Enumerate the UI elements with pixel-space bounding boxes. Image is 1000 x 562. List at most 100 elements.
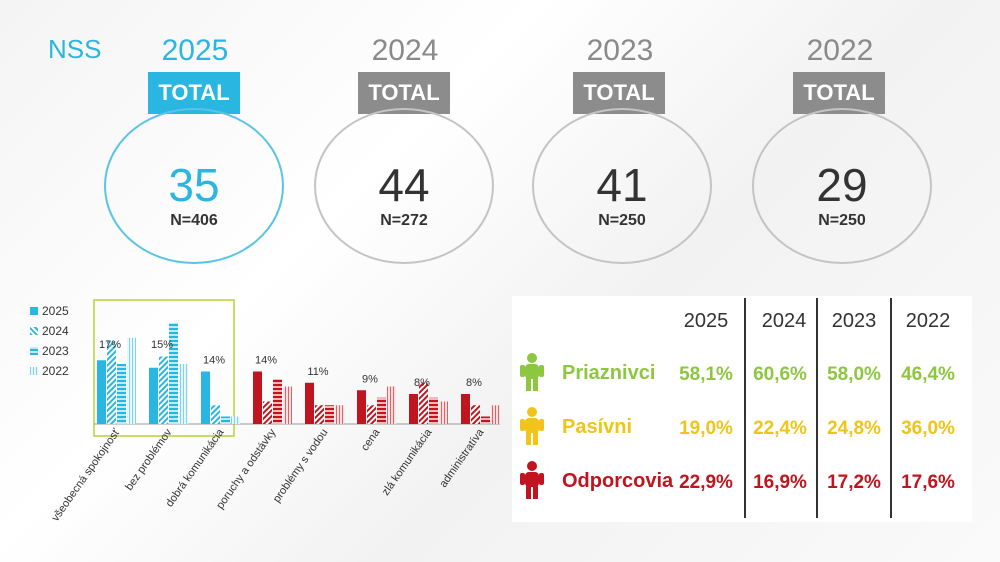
category-label: cena bbox=[359, 426, 383, 453]
sample-size-2024: N=272 bbox=[380, 212, 428, 229]
legend-label-2023: 2023 bbox=[42, 344, 69, 358]
score-circle-2022 bbox=[752, 108, 932, 264]
data-label: 15% bbox=[151, 339, 173, 351]
row-label-detractors: Odporcovia bbox=[562, 470, 674, 492]
table-header-2023: 2023 bbox=[831, 310, 877, 332]
bar-2025-1 bbox=[149, 367, 158, 424]
detractors-2022: 17,6% bbox=[901, 472, 955, 493]
table-divider bbox=[816, 298, 818, 518]
bar-2022-7 bbox=[491, 405, 500, 424]
data-label: 14% bbox=[255, 355, 277, 367]
reasons-chart: 2025 2024 2023 2022 17% všeobecná spokojn… bbox=[0, 296, 510, 558]
table-divider bbox=[890, 298, 892, 518]
bar-2025-0 bbox=[97, 360, 106, 424]
sample-size-2025: N=406 bbox=[170, 212, 218, 229]
legend-swatch-2023 bbox=[30, 347, 38, 355]
bar-2025-6 bbox=[409, 394, 418, 424]
sample-size-2022: N=250 bbox=[818, 212, 866, 229]
legend-2023: 2023 bbox=[30, 344, 69, 358]
data-label: 17% bbox=[99, 339, 121, 351]
bar-2022-3 bbox=[283, 386, 292, 424]
bar-2025-7 bbox=[461, 394, 470, 424]
score-circle-2024 bbox=[314, 108, 494, 264]
bar-2024-6 bbox=[419, 382, 428, 424]
category-label: administratíva bbox=[437, 426, 487, 490]
legend-swatch-2025 bbox=[30, 307, 38, 315]
passives-2024: 22,4% bbox=[753, 418, 807, 439]
category-label: poruchy a odstávky bbox=[214, 426, 278, 511]
passives-2023: 24,8% bbox=[827, 418, 881, 439]
category-label: dobrá komunikácia bbox=[164, 426, 227, 509]
bar-2022-2 bbox=[231, 416, 240, 424]
bar-2024-3 bbox=[263, 401, 272, 424]
year-2022-label: 2022 bbox=[806, 34, 874, 67]
bar-2025-2 bbox=[201, 371, 210, 424]
bar-2024-0 bbox=[107, 341, 116, 424]
data-label: 9% bbox=[362, 373, 378, 385]
category-label: problémy s vodou bbox=[271, 427, 331, 505]
detractors-2023: 17,2% bbox=[827, 472, 881, 493]
year-2025-label: 2025 bbox=[161, 34, 229, 67]
table-header-2025: 2025 bbox=[683, 310, 729, 332]
detractor-person-icon bbox=[520, 461, 544, 499]
nss-score-2025: 35 bbox=[168, 159, 220, 211]
bar-2024-5 bbox=[367, 405, 376, 424]
bar-2023-6 bbox=[429, 397, 438, 424]
score-circle-2023 bbox=[532, 108, 712, 264]
row-label-promoters: Priaznivci bbox=[562, 362, 656, 384]
nss-score-2024: 44 bbox=[378, 159, 430, 211]
nss-score-2022: 29 bbox=[816, 159, 868, 211]
score-circle-2025 bbox=[104, 108, 284, 264]
bar-2025-3 bbox=[253, 371, 262, 424]
bar-2023-4 bbox=[325, 405, 334, 424]
bar-2023-3 bbox=[273, 379, 282, 424]
passives-2022: 36,0% bbox=[901, 418, 955, 439]
bar-2023-5 bbox=[377, 397, 386, 424]
bar-2022-4 bbox=[335, 405, 344, 424]
nps-table: 2025 2024 2023 2022 Priaznivci 58,1% 60,… bbox=[512, 296, 972, 522]
legend-2022: 2022 bbox=[30, 364, 69, 378]
nss-label: NSS bbox=[48, 34, 102, 64]
table-header-2024: 2024 bbox=[761, 310, 807, 332]
detractors-2024: 16,9% bbox=[753, 472, 807, 493]
table-divider bbox=[744, 298, 746, 518]
bar-2023-2 bbox=[221, 416, 230, 424]
passive-person-icon bbox=[520, 407, 544, 445]
data-label: 8% bbox=[414, 377, 430, 389]
year-2023-label: 2023 bbox=[586, 34, 654, 67]
legend-2025: 2025 bbox=[30, 304, 69, 318]
passives-2025: 19,0% bbox=[679, 418, 733, 439]
promoters-2022: 46,4% bbox=[901, 364, 955, 385]
bar-2023-0 bbox=[117, 364, 126, 424]
bar-2022-0 bbox=[127, 337, 136, 424]
table-header-2022: 2022 bbox=[905, 310, 951, 332]
legend-label-2022: 2022 bbox=[42, 364, 69, 378]
legend-2024: 2024 bbox=[30, 324, 69, 338]
bar-2024-4 bbox=[315, 405, 324, 424]
bar-2022-1 bbox=[179, 364, 188, 424]
data-label: 14% bbox=[203, 355, 225, 367]
detractors-2025: 22,9% bbox=[679, 472, 733, 493]
legend-swatch-2022 bbox=[30, 367, 38, 375]
category-label: všeobecná spokojnosť bbox=[50, 426, 123, 524]
data-label: 8% bbox=[466, 377, 482, 389]
total-tag-2024: TOTAL bbox=[358, 72, 450, 114]
category-label: zlá komunikácia bbox=[380, 426, 435, 498]
nss-score-2023: 41 bbox=[596, 159, 648, 211]
highlight-box bbox=[93, 299, 235, 437]
year-2024-label: 2024 bbox=[371, 34, 439, 67]
row-label-passives: Pasívni bbox=[562, 416, 633, 438]
bar-2022-6 bbox=[439, 401, 448, 424]
bar-2024-7 bbox=[471, 405, 480, 424]
total-tag-2022: TOTAL bbox=[793, 72, 885, 114]
legend-label-2024: 2024 bbox=[42, 324, 69, 338]
bar-2025-5 bbox=[357, 390, 366, 424]
bar-2023-1 bbox=[169, 322, 178, 424]
bar-2023-7 bbox=[481, 416, 490, 424]
legend-label-2025: 2025 bbox=[42, 304, 69, 318]
bar-2022-5 bbox=[387, 386, 396, 424]
total-tag-2025: TOTAL bbox=[148, 72, 240, 114]
bar-2024-2 bbox=[211, 405, 220, 424]
sample-size-2023: N=250 bbox=[598, 212, 646, 229]
